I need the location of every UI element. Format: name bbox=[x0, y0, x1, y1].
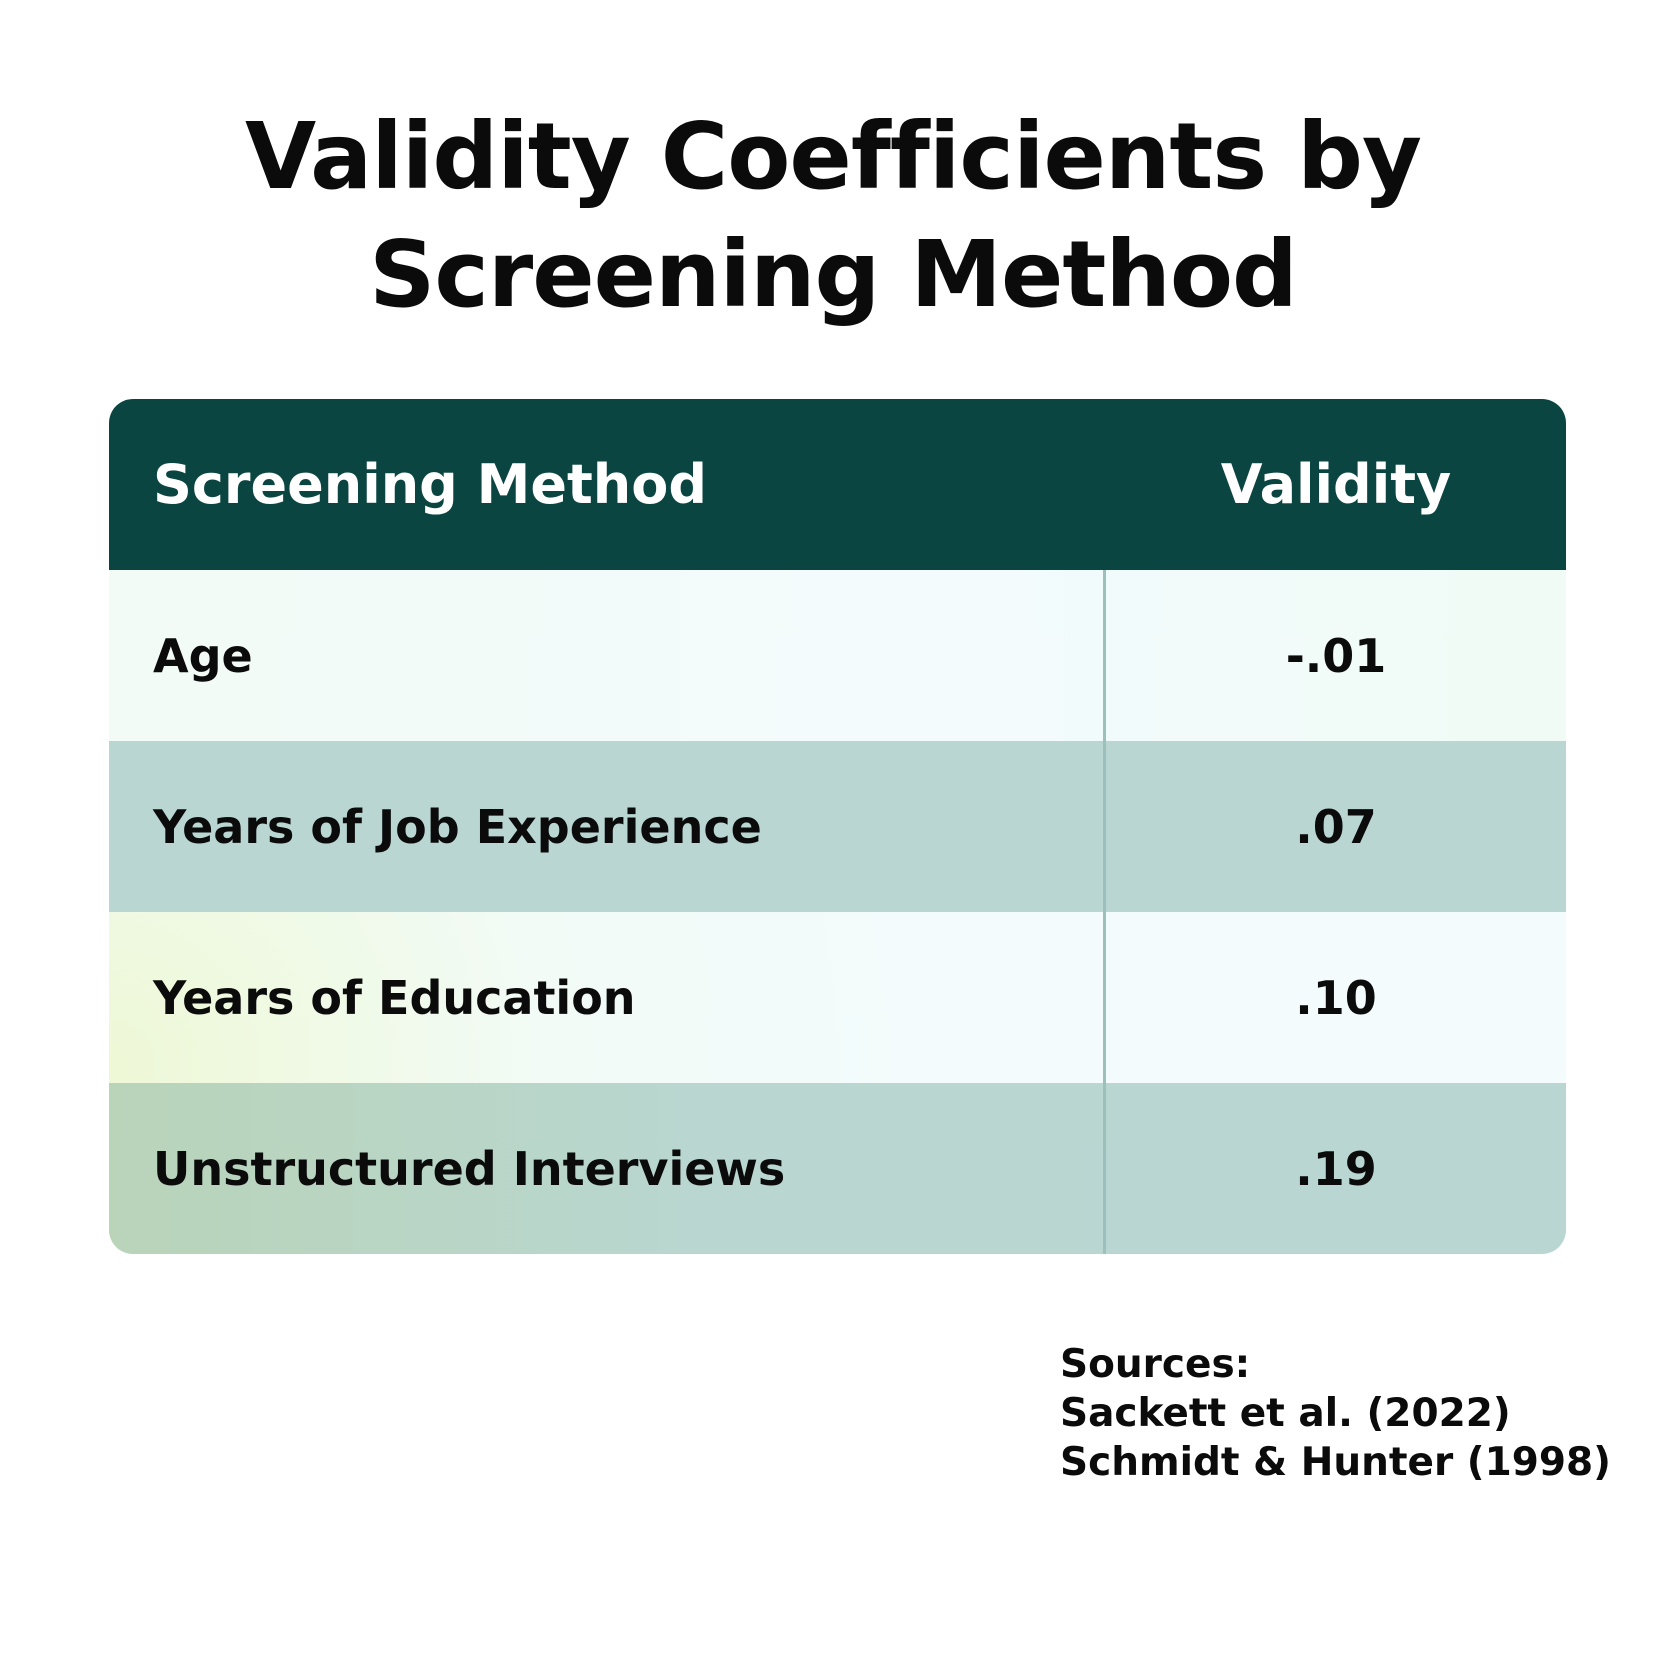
source-item: Sackett et al. (2022) bbox=[1060, 1391, 1511, 1436]
method-cell: Years of Education bbox=[109, 912, 1106, 1083]
source-item: Schmidt & Hunter (1998) bbox=[1060, 1440, 1611, 1485]
sources-label: Sources: bbox=[1060, 1342, 1251, 1387]
validity-cell: .10 bbox=[1295, 970, 1377, 1025]
table-row: Unstructured Interviews .19 bbox=[109, 1083, 1566, 1254]
table-row: Years of Education .10 bbox=[109, 912, 1566, 1083]
table-row: Age -.01 bbox=[109, 570, 1566, 741]
validity-cell: -.01 bbox=[1285, 628, 1387, 683]
method-cell: Unstructured Interviews bbox=[109, 1083, 1106, 1254]
table: Screening Method Validity Age -.01 Years o… bbox=[109, 399, 1566, 1254]
validity-cell: .07 bbox=[1295, 799, 1377, 854]
header-cell: Screening Method bbox=[153, 453, 708, 516]
method-cell: Years of Job Experience bbox=[109, 741, 1106, 912]
method-cell: Age bbox=[109, 570, 1106, 741]
sources: Sources: Sackett et al. (2022) Schmidt & … bbox=[1060, 1340, 1611, 1487]
table-row: Years of Job Experience .07 bbox=[109, 741, 1566, 912]
title: Validity Coefficients by Screening Metho… bbox=[245, 103, 1422, 328]
table-header: Screening Method Validity bbox=[109, 399, 1566, 570]
header-cell: Validity bbox=[1220, 453, 1452, 516]
validity-cell: .19 bbox=[1295, 1141, 1377, 1196]
